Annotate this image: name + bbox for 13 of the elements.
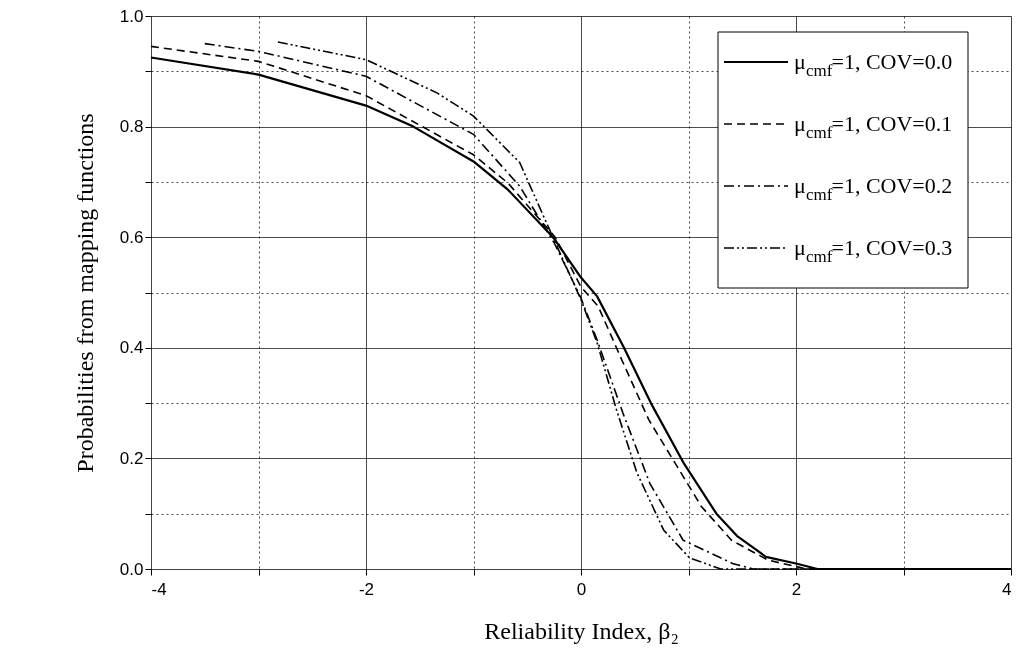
x-tick-label: 4: [1002, 579, 1012, 599]
y-tick-label: 0.2: [119, 448, 144, 468]
y-axis-title: Probabilities from mapping functions: [71, 113, 98, 473]
y-tick-label: 0.0: [119, 559, 144, 579]
x-tick-label: -4: [151, 579, 167, 599]
x-tick-label: 2: [791, 579, 802, 599]
x-tick-label: -2: [358, 579, 375, 599]
y-tick-label: 0.6: [119, 227, 144, 247]
y-tick-label: 1.0: [119, 6, 144, 26]
x-tick-label: 0: [576, 579, 587, 599]
y-tick-label: 0.4: [119, 338, 144, 358]
y-tick-label: 0.8: [119, 117, 144, 137]
x-axis-title: Reliability Index, β₂: [484, 617, 679, 644]
